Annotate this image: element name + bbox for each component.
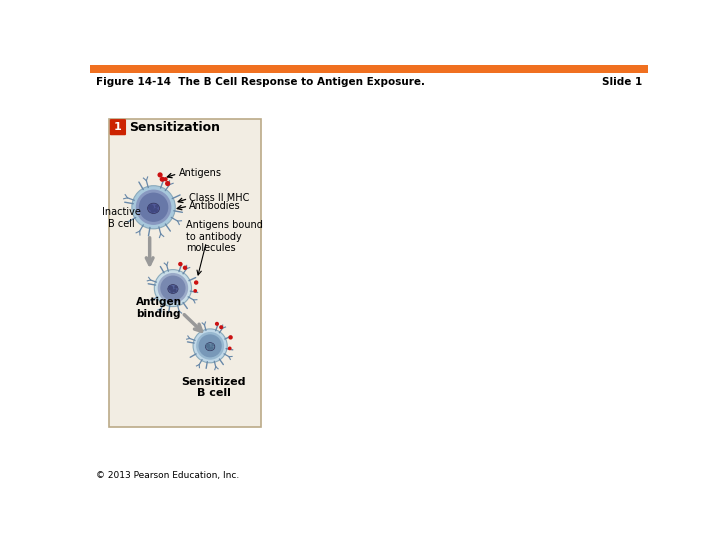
Ellipse shape — [148, 203, 160, 213]
Text: Inactive
B cell: Inactive B cell — [102, 207, 140, 229]
Text: Antigens bound
to antibody
molecules: Antigens bound to antibody molecules — [186, 220, 263, 253]
Circle shape — [211, 343, 214, 346]
Circle shape — [178, 262, 183, 266]
Ellipse shape — [205, 343, 215, 351]
Circle shape — [155, 205, 158, 208]
Circle shape — [136, 190, 171, 225]
Circle shape — [194, 289, 197, 293]
Text: Slide 1: Slide 1 — [601, 77, 642, 87]
Text: Sensitization: Sensitization — [129, 120, 220, 134]
Circle shape — [199, 334, 222, 357]
Text: 1: 1 — [114, 122, 122, 132]
Circle shape — [196, 332, 224, 360]
Circle shape — [194, 280, 199, 285]
Text: Sensitized
B cell: Sensitized B cell — [181, 377, 246, 399]
Circle shape — [208, 347, 211, 350]
FancyBboxPatch shape — [109, 119, 261, 427]
Circle shape — [210, 346, 214, 350]
Ellipse shape — [168, 285, 178, 293]
Text: Figure 14-14  The B Cell Response to Antigen Exposure.: Figure 14-14 The B Cell Response to Anti… — [96, 77, 426, 87]
Circle shape — [158, 172, 163, 178]
Circle shape — [161, 275, 186, 301]
Circle shape — [163, 177, 168, 181]
Circle shape — [174, 286, 177, 289]
Circle shape — [173, 289, 176, 292]
Circle shape — [160, 177, 165, 182]
Circle shape — [153, 208, 158, 212]
Text: Antigens: Antigens — [179, 168, 222, 178]
Circle shape — [139, 193, 168, 222]
Circle shape — [228, 335, 233, 340]
Circle shape — [193, 329, 228, 363]
Circle shape — [154, 269, 192, 307]
Circle shape — [228, 347, 232, 350]
Text: © 2013 Pearson Education, Inc.: © 2013 Pearson Education, Inc. — [96, 471, 240, 480]
Circle shape — [132, 186, 175, 229]
Circle shape — [183, 266, 187, 270]
Circle shape — [165, 181, 170, 186]
Circle shape — [219, 325, 223, 329]
Text: Class II MHC: Class II MHC — [189, 193, 250, 203]
FancyBboxPatch shape — [109, 119, 126, 135]
Circle shape — [206, 343, 210, 348]
Circle shape — [171, 289, 174, 293]
Circle shape — [150, 209, 154, 213]
Circle shape — [148, 204, 154, 210]
Bar — [90, 65, 648, 72]
Text: Antigen
binding: Antigen binding — [136, 298, 181, 319]
Circle shape — [168, 286, 174, 291]
Circle shape — [158, 273, 188, 303]
Circle shape — [215, 322, 219, 326]
Text: Antibodies: Antibodies — [189, 201, 241, 211]
